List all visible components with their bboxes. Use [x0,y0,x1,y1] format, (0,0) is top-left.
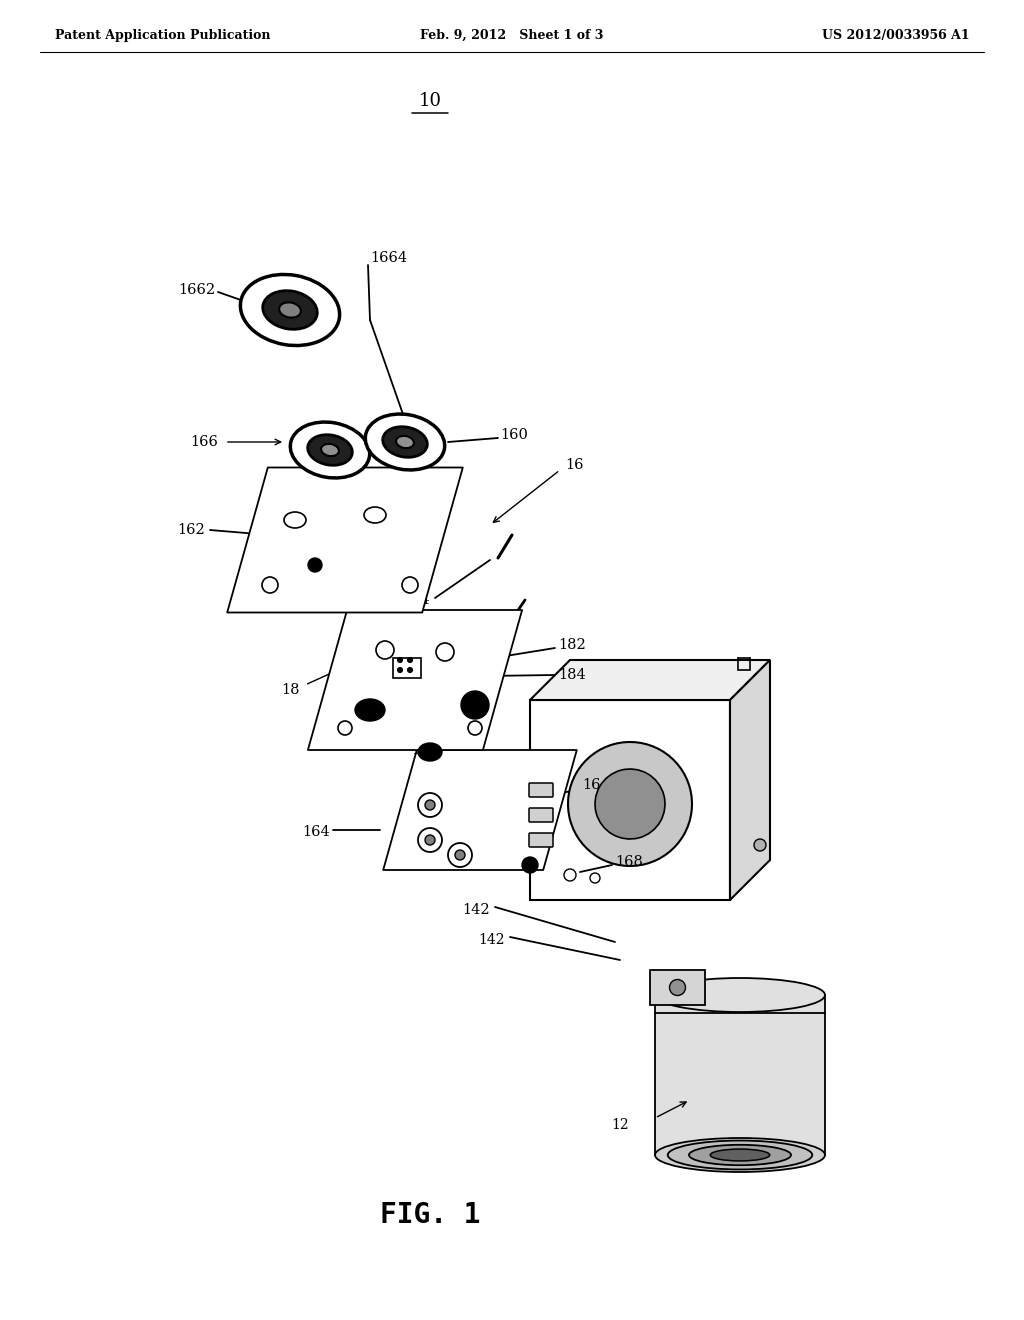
Circle shape [408,657,413,663]
Circle shape [262,577,278,593]
Ellipse shape [668,1140,812,1170]
Ellipse shape [595,770,665,840]
Text: 142: 142 [463,903,490,917]
Ellipse shape [418,743,442,762]
Circle shape [397,657,402,663]
Circle shape [408,668,413,672]
FancyBboxPatch shape [530,700,730,900]
Ellipse shape [263,290,317,329]
Circle shape [397,668,402,672]
Polygon shape [383,750,577,870]
Text: US 2012/0033956 A1: US 2012/0033956 A1 [822,29,970,41]
Circle shape [418,828,442,851]
Text: 1664: 1664 [370,251,408,265]
Text: 14: 14 [417,758,435,772]
Ellipse shape [568,742,692,866]
Circle shape [522,857,538,873]
Circle shape [436,643,454,661]
Text: 144: 144 [409,673,435,686]
Circle shape [590,873,600,883]
Text: Patent Application Publication: Patent Application Publication [55,29,270,41]
Ellipse shape [307,434,352,465]
Circle shape [670,979,685,995]
Ellipse shape [355,700,385,721]
Circle shape [425,800,435,810]
Circle shape [754,840,766,851]
Text: 166: 166 [190,436,218,449]
Polygon shape [227,467,463,612]
Text: 160: 160 [500,428,528,442]
Text: 184: 184 [558,668,586,682]
FancyBboxPatch shape [393,657,421,678]
FancyBboxPatch shape [650,970,705,1005]
Text: 14: 14 [412,743,430,756]
Circle shape [376,642,394,659]
Text: 144: 144 [402,593,430,607]
Ellipse shape [655,1138,825,1172]
Text: Feb. 9, 2012   Sheet 1 of 3: Feb. 9, 2012 Sheet 1 of 3 [420,29,604,41]
FancyBboxPatch shape [529,783,553,797]
Circle shape [461,690,489,719]
Text: 12: 12 [611,1118,629,1133]
Ellipse shape [284,512,306,528]
Polygon shape [655,995,825,1155]
Text: 168: 168 [615,855,643,869]
Text: 162: 162 [177,523,205,537]
Ellipse shape [711,1148,770,1162]
Ellipse shape [689,1144,791,1166]
Ellipse shape [241,275,340,346]
Ellipse shape [291,422,370,478]
Ellipse shape [655,978,825,1012]
Ellipse shape [396,436,414,447]
Text: 182: 182 [558,638,586,652]
Ellipse shape [322,444,339,457]
Circle shape [468,721,482,735]
Text: 1640: 1640 [582,777,620,792]
Circle shape [308,558,322,572]
Text: 164: 164 [302,825,330,840]
Text: 142: 142 [478,933,505,946]
Ellipse shape [366,414,444,470]
Polygon shape [730,660,770,900]
Ellipse shape [280,302,301,318]
Text: 18: 18 [282,682,300,697]
Text: 10: 10 [419,92,441,110]
FancyBboxPatch shape [529,833,553,847]
Text: 1662: 1662 [178,282,215,297]
Polygon shape [530,660,770,700]
Text: 16: 16 [565,458,584,473]
FancyBboxPatch shape [529,808,553,822]
Circle shape [564,869,575,880]
Ellipse shape [383,426,427,457]
Circle shape [449,843,472,867]
Polygon shape [308,610,522,750]
Circle shape [402,577,418,593]
Circle shape [338,721,352,735]
Circle shape [425,836,435,845]
Ellipse shape [364,507,386,523]
Circle shape [418,793,442,817]
Circle shape [455,850,465,861]
Text: FIG. 1: FIG. 1 [380,1201,480,1229]
